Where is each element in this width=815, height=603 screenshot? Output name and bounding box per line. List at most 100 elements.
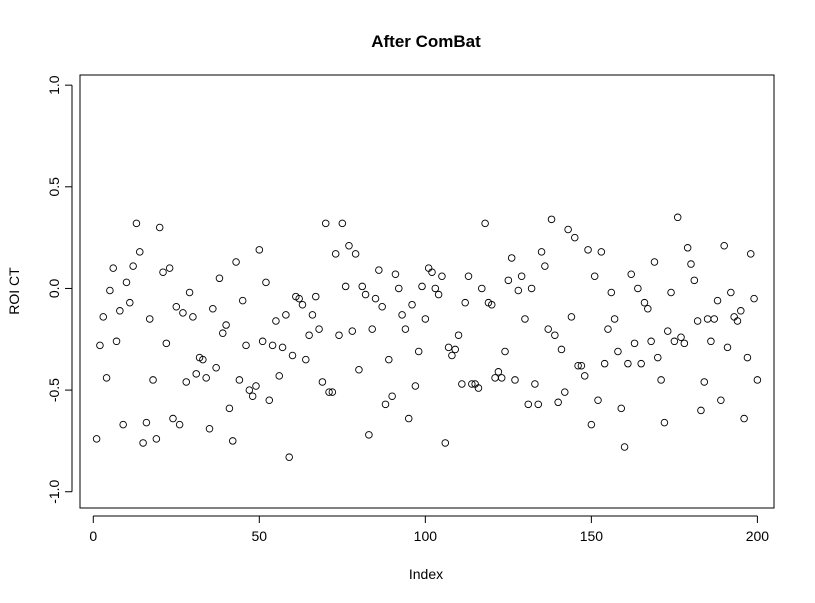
data-point <box>557 345 566 354</box>
data-point <box>371 294 380 303</box>
data-point <box>654 353 662 362</box>
data-point <box>517 272 526 281</box>
data-point <box>228 437 237 445</box>
x-tick-label: 150 <box>580 528 604 544</box>
data-point <box>693 317 702 325</box>
data-point <box>106 286 114 295</box>
data-point <box>312 292 320 301</box>
data-point <box>697 406 705 415</box>
y-tick-label: 1.0 <box>46 75 62 95</box>
data-points <box>92 213 762 461</box>
x-tick-label: 200 <box>746 528 770 544</box>
data-point <box>644 305 652 313</box>
data-point <box>272 317 280 325</box>
data-point <box>673 213 682 222</box>
data-point <box>551 331 559 339</box>
data-point <box>112 337 121 346</box>
x-axis: 0 50 100 150 200 <box>89 515 770 544</box>
data-point <box>574 361 582 370</box>
data-point <box>663 327 672 335</box>
data-point <box>162 339 171 348</box>
data-point <box>620 443 629 451</box>
data-point <box>391 270 400 278</box>
data-point <box>165 264 174 272</box>
data-point <box>132 219 141 228</box>
x-tick-label: 0 <box>89 528 97 544</box>
data-point <box>448 351 456 360</box>
data-point <box>265 396 274 405</box>
data-point <box>388 392 396 400</box>
data-point <box>398 311 406 319</box>
data-point <box>740 414 748 423</box>
data-point <box>385 355 393 364</box>
data-point <box>534 400 542 409</box>
data-point <box>580 372 589 380</box>
data-point <box>375 266 383 274</box>
data-point <box>358 282 366 291</box>
data-point <box>444 343 453 352</box>
data-point <box>441 439 450 447</box>
data-point <box>650 258 659 266</box>
y-axis-label: ROI CT <box>6 267 22 315</box>
data-point <box>252 382 260 390</box>
data-point <box>594 396 602 405</box>
data-point <box>235 376 244 384</box>
data-point <box>514 286 523 295</box>
data-point <box>750 294 758 303</box>
data-point <box>258 337 267 346</box>
data-point <box>142 418 151 427</box>
data-point <box>219 329 227 337</box>
data-point <box>365 431 373 439</box>
data-point <box>464 272 473 281</box>
data-point <box>438 272 446 281</box>
data-point <box>481 219 489 228</box>
data-point <box>474 384 483 392</box>
data-point <box>418 282 426 291</box>
data-point <box>590 272 599 281</box>
y-tick-label: -1.0 <box>46 479 62 503</box>
data-point <box>268 341 277 350</box>
data-point <box>604 325 612 333</box>
data-point <box>723 343 732 352</box>
data-point <box>730 313 738 321</box>
data-point <box>600 359 609 368</box>
data-point <box>584 246 592 254</box>
data-point <box>624 359 632 368</box>
data-point <box>567 313 576 321</box>
data-point <box>96 341 104 350</box>
data-point <box>544 325 552 333</box>
data-point <box>617 404 626 413</box>
data-point <box>660 418 669 427</box>
data-point <box>607 288 616 297</box>
x-tick-label: 100 <box>414 528 438 544</box>
data-point <box>703 315 712 323</box>
data-point <box>92 435 101 443</box>
data-point <box>677 333 685 341</box>
data-point <box>278 343 287 352</box>
data-point <box>537 248 546 256</box>
x-axis-label: Index <box>409 566 443 582</box>
data-point <box>683 244 692 252</box>
data-point <box>315 325 323 333</box>
data-point <box>458 380 466 388</box>
data-point <box>116 307 124 315</box>
data-point <box>308 311 317 319</box>
data-point <box>122 278 131 287</box>
data-point <box>368 325 376 333</box>
data-point <box>541 262 549 270</box>
data-point <box>491 374 499 382</box>
data-point <box>348 327 357 335</box>
data-point <box>707 337 715 346</box>
data-point <box>185 288 194 297</box>
data-point <box>225 404 234 413</box>
data-point <box>202 374 210 382</box>
data-point <box>737 307 745 315</box>
data-point <box>504 276 513 285</box>
data-point <box>521 315 529 323</box>
data-point <box>328 388 337 396</box>
data-point <box>275 372 283 380</box>
data-point <box>468 380 476 388</box>
data-point <box>136 248 144 256</box>
data-point <box>345 242 353 250</box>
data-point <box>564 225 572 234</box>
